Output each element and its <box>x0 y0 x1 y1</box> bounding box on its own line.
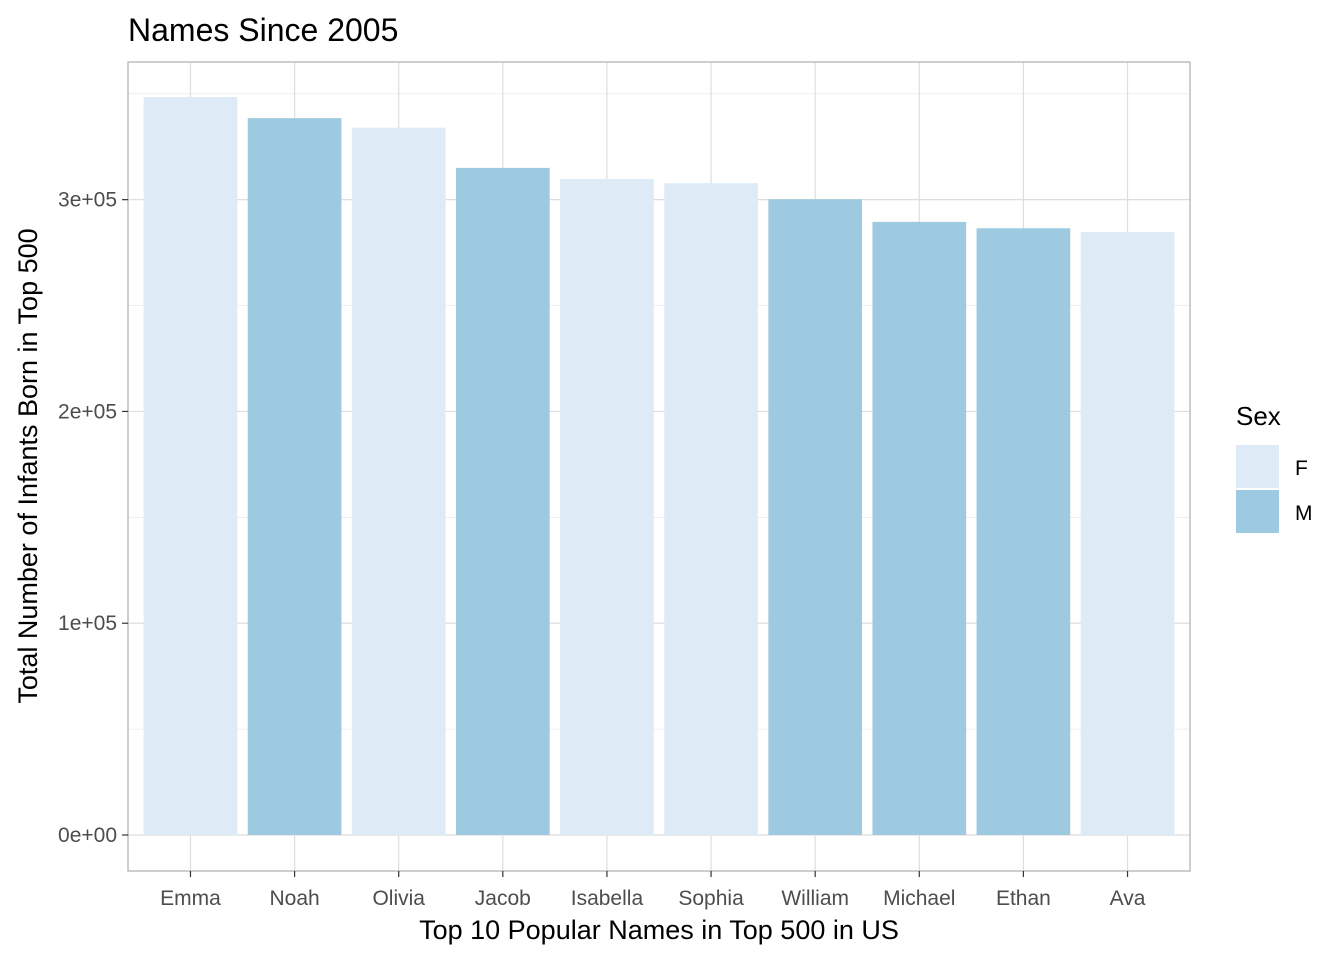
x-axis-title: Top 10 Popular Names in Top 500 in US <box>419 915 899 945</box>
bar-emma <box>143 96 238 835</box>
bar-william <box>768 199 863 835</box>
legend: Sex FM <box>1236 401 1313 533</box>
bar-noah <box>247 118 342 835</box>
bar-ava <box>1080 232 1175 835</box>
bar-ethan <box>976 228 1071 835</box>
x-axis-ticks: Emma Noah Olivia Jacob Isabella Sophia William… <box>160 871 1146 910</box>
y-tick-label: 0e+00 <box>58 824 117 847</box>
bar-michael <box>872 221 967 835</box>
legend-title: Sex <box>1236 401 1281 431</box>
legend-label-f: F <box>1295 457 1308 480</box>
y-axis-ticks: 0e+00 1e+05 2e+05 3e+05 <box>58 189 128 847</box>
x-tick-label: Jacob <box>475 887 531 910</box>
x-tick-label: Ethan <box>996 887 1051 910</box>
y-tick-label: 2e+05 <box>58 400 117 423</box>
x-tick-label: Emma <box>160 887 221 910</box>
legend-key-f <box>1236 445 1279 488</box>
bar-jacob <box>455 167 550 835</box>
bars <box>143 96 1175 835</box>
x-tick-label: Noah <box>269 887 319 910</box>
x-tick-label: Olivia <box>372 887 425 910</box>
bar-isabella <box>560 178 654 835</box>
x-tick-label: Sophia <box>678 887 744 910</box>
x-tick-label: Isabella <box>571 887 644 910</box>
bar-olivia <box>351 127 446 835</box>
x-tick-label: Ava <box>1110 887 1146 910</box>
legend-label-m: M <box>1295 502 1313 525</box>
y-tick-label: 1e+05 <box>58 612 117 635</box>
x-tick-label: Michael <box>883 887 955 910</box>
y-axis-title: Total Number of Infants Born in Top 500 <box>13 228 43 703</box>
legend-key-m <box>1236 490 1279 533</box>
x-tick-label: William <box>781 887 849 910</box>
chart-title: Names Since 2005 <box>128 12 398 48</box>
plot-panel-border <box>127 61 1191 872</box>
y-tick-label: 3e+05 <box>58 189 117 212</box>
bar-sophia <box>664 183 758 835</box>
